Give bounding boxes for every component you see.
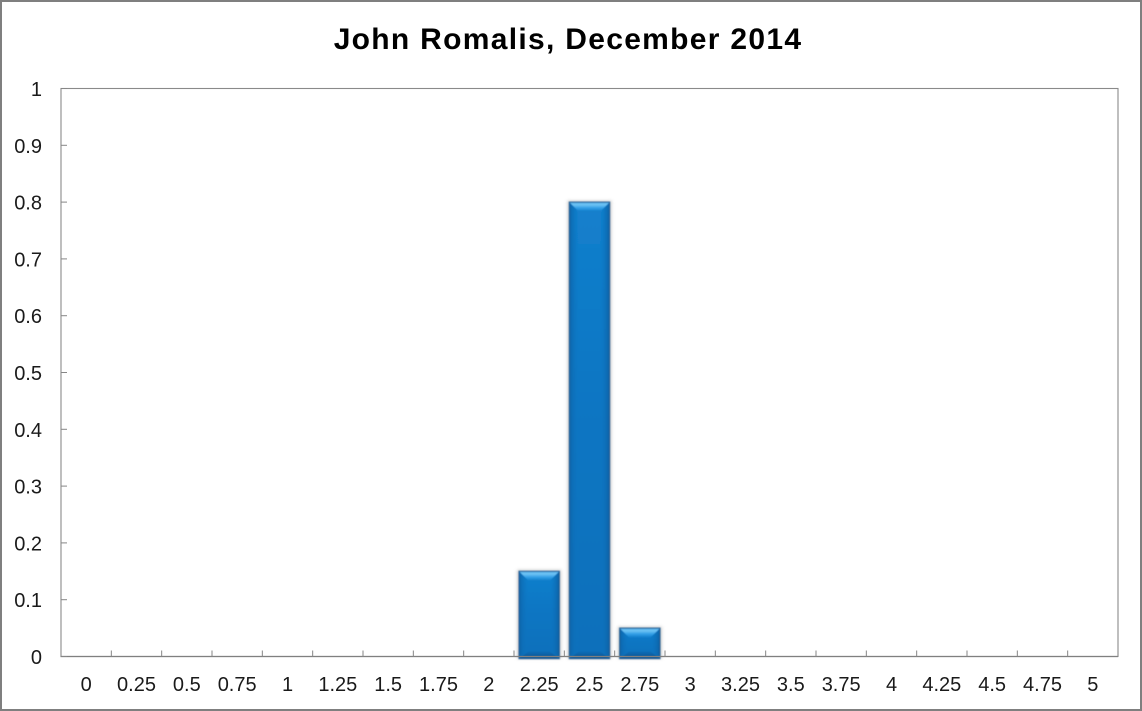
svg-text:0.4: 0.4: [14, 420, 42, 442]
svg-text:3.75: 3.75: [822, 674, 861, 696]
svg-text:0.9: 0.9: [14, 136, 42, 158]
svg-text:0.25: 0.25: [117, 674, 156, 696]
svg-text:4.25: 4.25: [922, 674, 961, 696]
svg-text:0.5: 0.5: [14, 363, 42, 385]
svg-text:0.6: 0.6: [14, 306, 42, 328]
svg-text:0.1: 0.1: [14, 590, 42, 612]
svg-text:1.75: 1.75: [419, 674, 458, 696]
svg-text:1.25: 1.25: [318, 674, 357, 696]
svg-text:1.5: 1.5: [374, 674, 402, 696]
svg-text:2.75: 2.75: [620, 674, 659, 696]
svg-text:3.25: 3.25: [721, 674, 760, 696]
svg-text:1: 1: [31, 79, 42, 101]
svg-text:0: 0: [31, 647, 42, 669]
svg-text:5: 5: [1087, 674, 1098, 696]
svg-text:4.75: 4.75: [1023, 674, 1062, 696]
svg-text:3.5: 3.5: [777, 674, 805, 696]
svg-text:0.2: 0.2: [14, 533, 42, 555]
svg-text:0: 0: [81, 674, 92, 696]
svg-text:1: 1: [282, 674, 293, 696]
svg-text:John Romalis, December 2014: John Romalis, December 2014: [334, 23, 803, 56]
svg-text:2.25: 2.25: [520, 674, 559, 696]
svg-text:0.75: 0.75: [218, 674, 257, 696]
svg-text:2.5: 2.5: [576, 674, 604, 696]
svg-text:2: 2: [483, 674, 494, 696]
svg-text:0.8: 0.8: [14, 193, 42, 215]
svg-text:4.5: 4.5: [978, 674, 1006, 696]
svg-text:0.3: 0.3: [14, 477, 42, 499]
svg-text:0.5: 0.5: [173, 674, 201, 696]
svg-text:4: 4: [886, 674, 897, 696]
svg-text:0.7: 0.7: [14, 249, 42, 271]
svg-text:3: 3: [685, 674, 696, 696]
